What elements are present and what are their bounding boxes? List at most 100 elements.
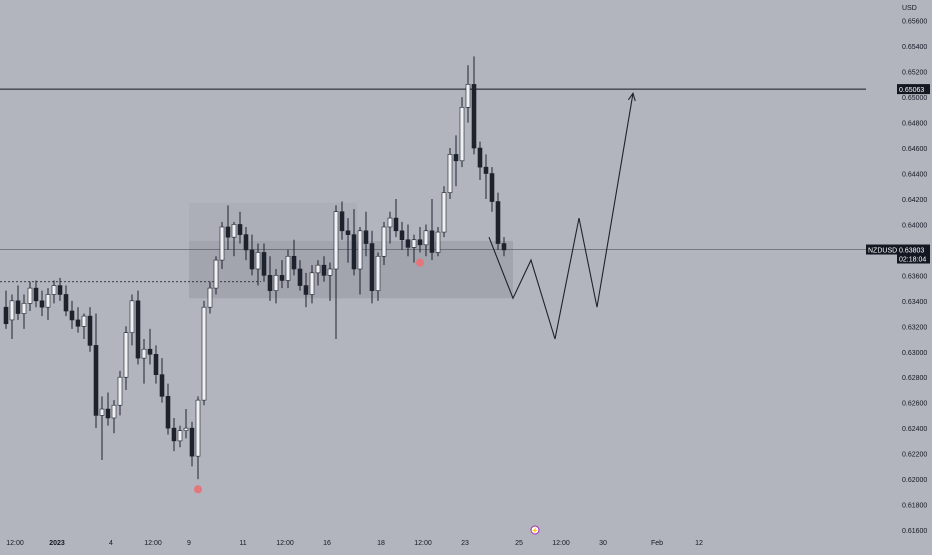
- candle-body: [3, 306, 9, 325]
- candle-body: [435, 231, 441, 253]
- candle-body: [345, 230, 351, 235]
- candle-body: [75, 319, 81, 327]
- candle-body: [417, 239, 423, 246]
- price-tick-label: 0.65600: [902, 19, 927, 26]
- price-tick-label: 0.65200: [902, 70, 927, 77]
- price-level-badge: [897, 84, 930, 95]
- price-tick-label: 0.65000: [902, 95, 927, 102]
- candle-body: [471, 84, 477, 149]
- candle-body: [447, 154, 453, 193]
- price-tick-label: 0.62200: [902, 452, 927, 459]
- time-tick-label: 9: [187, 540, 191, 547]
- candle-body: [117, 376, 123, 406]
- swing-marker: [194, 485, 202, 494]
- candle-body: [273, 275, 279, 291]
- candle-body: [243, 234, 249, 251]
- price-tick-label: 0.65400: [902, 44, 927, 51]
- candle-body: [39, 300, 45, 308]
- candle-body: [423, 230, 429, 246]
- candle-body: [333, 211, 339, 270]
- candle-body: [249, 249, 255, 270]
- candle-body: [237, 224, 243, 235]
- candle-body: [99, 408, 105, 416]
- time-tick-label: 2023: [49, 540, 65, 547]
- candle-body: [309, 272, 315, 295]
- candle-body: [297, 268, 303, 286]
- current-price-badge: [897, 244, 930, 264]
- price-level-badge-text: 0.65063: [899, 87, 924, 94]
- price-tick-label: 0.64800: [902, 121, 927, 128]
- price-tick-label: 0.62400: [902, 426, 927, 433]
- time-tick-label: 12:00: [552, 540, 570, 547]
- price-tick-label: 0.62600: [902, 401, 927, 408]
- price-tick-label: 0.61800: [902, 503, 927, 510]
- flash-event-icon-glyph: ⚡: [531, 527, 538, 535]
- candle-body: [171, 427, 177, 442]
- candle-body: [231, 224, 237, 238]
- candle-body: [153, 354, 159, 375]
- candle-body: [399, 230, 405, 241]
- candle-body: [81, 315, 87, 327]
- candle-body: [105, 408, 111, 419]
- candle-body: [87, 315, 93, 346]
- candle-body: [195, 399, 201, 457]
- zone-box: [189, 240, 513, 299]
- candle-body: [51, 285, 57, 295]
- drawing-layer: [194, 92, 636, 494]
- candle-body: [363, 230, 369, 244]
- price-tick-label: 0.64200: [902, 197, 927, 204]
- candle-body: [159, 374, 165, 397]
- time-tick-label: 30: [599, 540, 607, 547]
- candle-body: [45, 294, 51, 308]
- candle-body: [9, 300, 15, 321]
- price-tick-label: 0.62800: [902, 375, 927, 382]
- candle-body: [183, 427, 189, 431]
- time-tick-label: 18: [377, 540, 385, 547]
- candle-body: [261, 252, 267, 276]
- time-tick-label: 11: [239, 540, 246, 547]
- candle-body: [141, 348, 147, 359]
- price-tick-label: 0.62000: [902, 477, 927, 484]
- candle-body: [123, 332, 129, 378]
- candle-body: [15, 300, 21, 314]
- price-axis[interactable]: USD 0.65600 0.65400 0.65200 0.65000 0.64800 0…: [902, 5, 927, 535]
- candle-body: [411, 239, 417, 248]
- zone-box: [189, 202, 357, 241]
- zones-layer: [189, 202, 513, 299]
- candle-body: [405, 239, 411, 248]
- symbol-badge: [866, 244, 898, 255]
- time-tick-label: 12:00: [6, 540, 24, 547]
- candle-body: [459, 107, 465, 162]
- time-tick-label: 25: [515, 540, 523, 547]
- price-tick-label: 0.63400: [902, 299, 927, 306]
- candle-body: [339, 211, 345, 232]
- candle-body: [369, 243, 375, 291]
- candle-body: [387, 217, 393, 228]
- projection-path: [488, 93, 634, 340]
- candle-body: [33, 287, 39, 302]
- flash-event-icon: [530, 525, 540, 535]
- candle-body: [129, 300, 135, 333]
- candle-body: [69, 310, 75, 321]
- currency-label: USD: [902, 5, 917, 12]
- time-tick-label: 16: [323, 540, 331, 547]
- time-axis[interactable]: 12:00 2023 4 12:00 9 11 12:00 16 18 12:00 23 25 12:0…: [6, 525, 703, 547]
- candle-body: [303, 285, 309, 295]
- candle-body: [189, 427, 195, 457]
- candle-body: [375, 255, 381, 291]
- countdown-text: 02:18:04: [899, 257, 926, 264]
- candle-body: [357, 230, 363, 270]
- candle-body: [285, 255, 291, 281]
- current-price-badge-text: 0.63803: [899, 248, 924, 255]
- time-tick-label: 12:00: [144, 540, 162, 547]
- candle-body: [465, 84, 471, 108]
- candle-body: [57, 285, 63, 295]
- time-tick-label: 12:00: [414, 540, 432, 547]
- candle-body: [165, 396, 171, 429]
- candle-body: [477, 147, 483, 168]
- price-badges: 0.65063 NZDUSD 0.63803 02:18:04: [866, 84, 930, 264]
- projection-arrowhead: [627, 92, 636, 102]
- time-tick-label: 23: [461, 540, 469, 547]
